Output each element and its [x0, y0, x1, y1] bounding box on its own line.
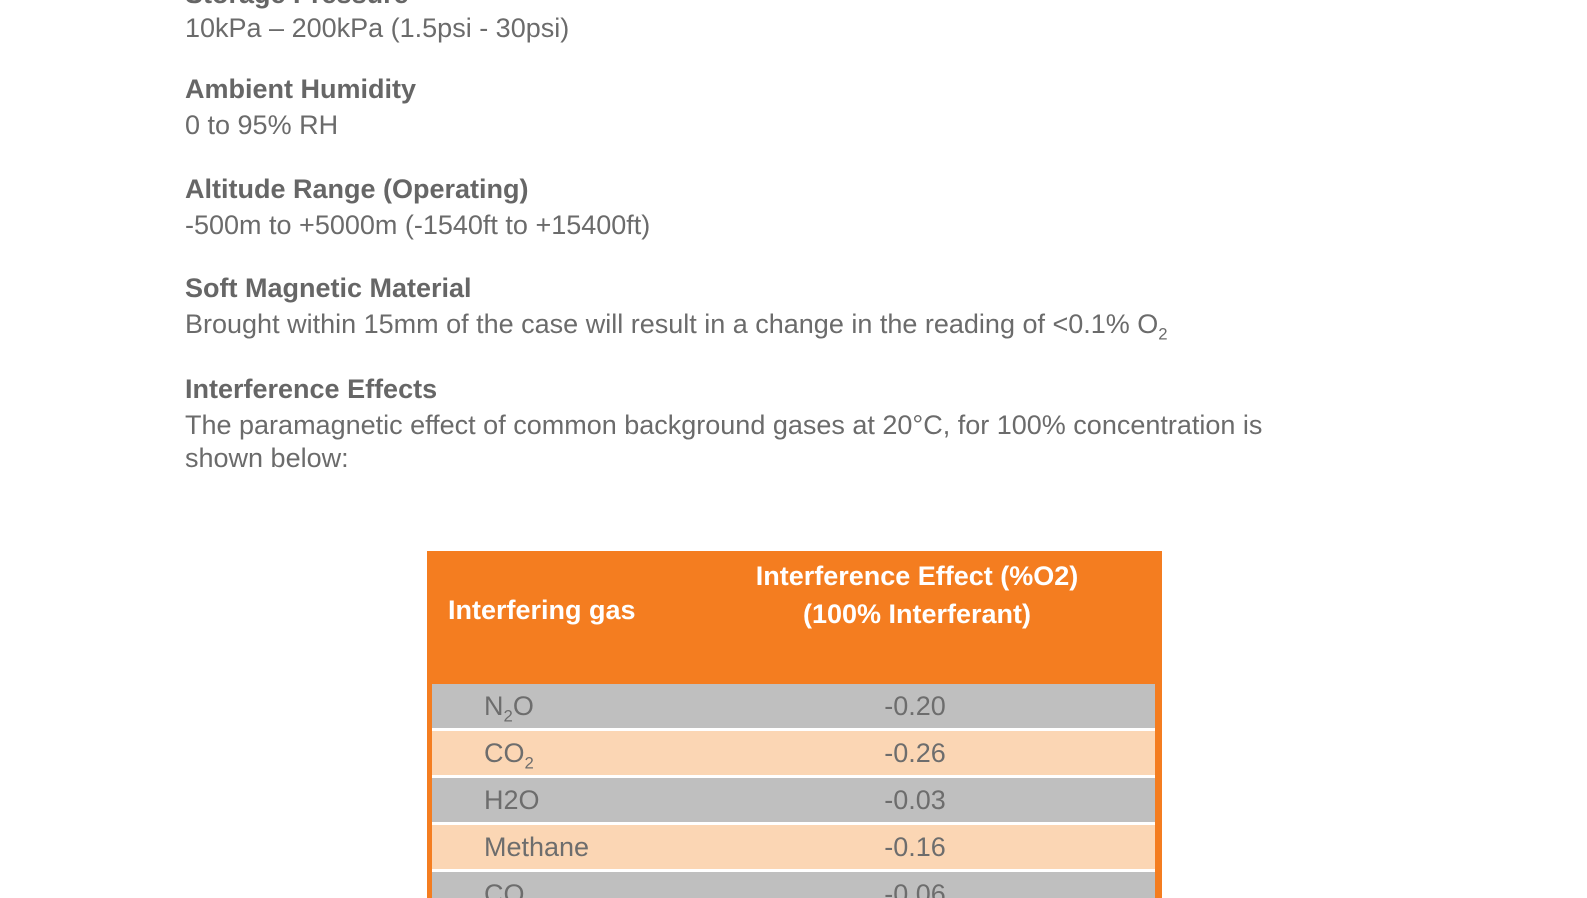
gas-name: N2O	[484, 691, 534, 726]
gas-name-text: Methane	[484, 832, 590, 862]
gas-name: CO2	[484, 738, 534, 773]
section-heading-ambient-humidity: Ambient Humidity	[185, 74, 417, 104]
effect-value: -0.03	[884, 785, 946, 815]
effect-value: -0.26	[884, 738, 946, 768]
gas-name-text: CO	[484, 738, 525, 768]
section-heading-interference-effects: Interference Effects	[185, 374, 438, 404]
gas-name: Methane	[484, 832, 589, 863]
column-header-interfering-gas: Interfering gas	[448, 595, 636, 625]
effect-value: -0.16	[884, 832, 946, 862]
soft-magnetic-text: Brought within 15mm of the case will res…	[185, 309, 1159, 339]
gas-name-text: H2O	[484, 785, 540, 815]
section-body-ambient-humidity: 0 to 95% RH	[185, 110, 339, 140]
table-row-h2o: H2O -0.03	[432, 778, 1155, 822]
section-heading-storage-pressure: Storage Pressure	[185, 0, 409, 10]
gas-name: CO	[484, 879, 525, 898]
gas-name-text: CO	[484, 879, 525, 898]
table-header-row: Interfering gas Interference Effect (%O2…	[432, 551, 1155, 684]
gas-name-text: N	[484, 691, 504, 721]
column-header-interference-effect: Interference Effect (%O2) (100% Interfer…	[707, 557, 1127, 633]
section-heading-soft-magnetic-material: Soft Magnetic Material	[185, 273, 472, 303]
gas-name: H2O	[484, 785, 540, 816]
section-body-soft-magnetic-material: Brought within 15mm of the case will res…	[185, 308, 1168, 344]
gas-subscript: 2	[503, 706, 513, 726]
section-body-interference-effects-line2: shown below:	[185, 443, 349, 473]
oxygen-subscript: 2	[1158, 324, 1168, 344]
column-header-effect-line2: (100% Interferant)	[802, 599, 1032, 629]
section-heading-altitude-range: Altitude Range (Operating)	[185, 174, 529, 204]
column-header-effect-line1: Interference Effect (%O2)	[755, 561, 1079, 591]
gas-subscript: 2	[524, 753, 534, 773]
section-body-altitude-range: -500m to +5000m (-1540ft to +15400ft)	[185, 210, 651, 240]
effect-value: -0.20	[884, 691, 946, 721]
table-row-co: CO -0.06	[432, 872, 1155, 898]
gas-name-text2: O	[512, 691, 534, 721]
table-row-co2: CO2 -0.26	[432, 731, 1155, 775]
table-row-methane: Methane -0.16	[432, 825, 1155, 869]
section-body-storage-pressure: 10kPa – 200kPa (1.5psi - 30psi)	[185, 13, 570, 43]
section-body-interference-effects-line1: The paramagnetic effect of common backgr…	[185, 410, 1263, 440]
effect-value: -0.06	[884, 879, 946, 898]
interference-effects-table: Interfering gas Interference Effect (%O2…	[427, 551, 1162, 898]
table-row-n2o: N2O -0.20	[432, 684, 1155, 728]
